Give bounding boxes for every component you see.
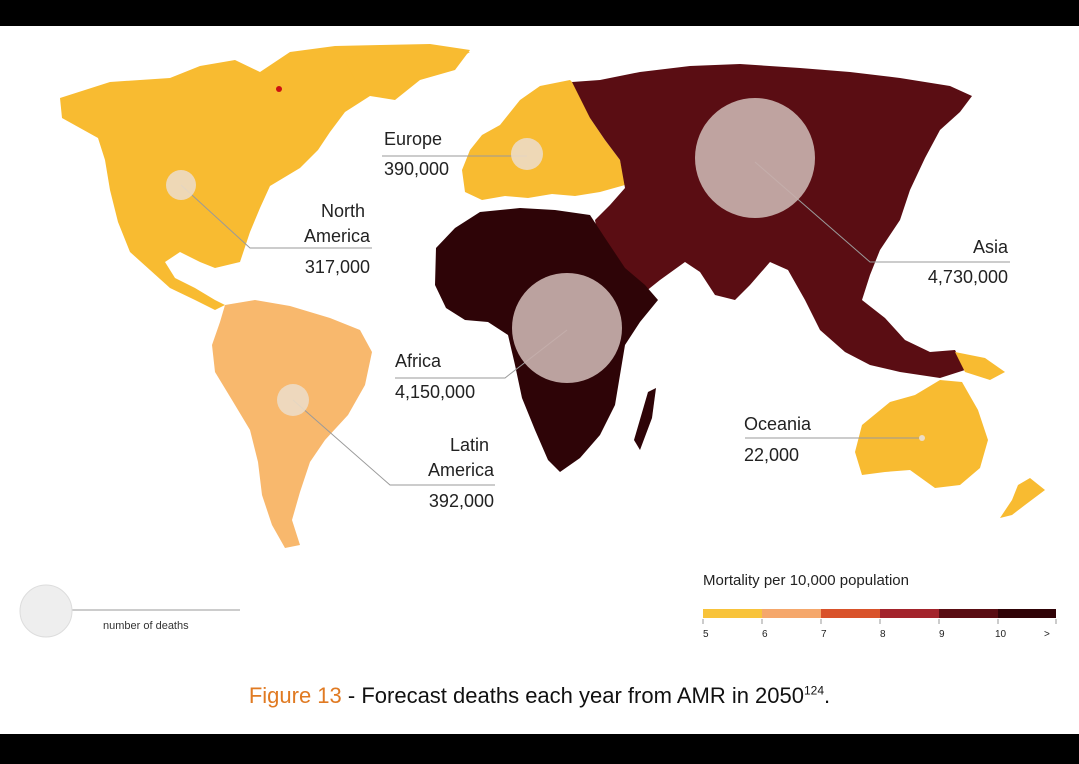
label-latin-america: Latin America (428, 435, 495, 480)
bubble-north-america (166, 170, 196, 200)
region-latin-america (212, 300, 372, 548)
figure-caption: Figure 13 - Forecast deaths each year fr… (0, 683, 1079, 709)
legend-title: Mortality per 10,000 population (703, 572, 909, 589)
label-asia: Asia (973, 237, 1009, 257)
region-europe (462, 80, 625, 200)
label-africa: Africa (395, 351, 442, 371)
legend-tick-marks (702, 619, 1057, 624)
caption-end: . (824, 683, 831, 708)
label-north-america: North America (304, 201, 371, 246)
region-madagascar (634, 388, 656, 450)
legend-tick-8: 8 (880, 629, 886, 640)
leader-north-america (180, 184, 372, 249)
legend-color-bar (703, 609, 1056, 618)
bubble-oceania (919, 435, 925, 441)
region-north-america (60, 45, 470, 310)
size-key-label: number of deaths (103, 620, 189, 632)
region-asia (572, 64, 972, 378)
legend-segment-7-8 (821, 609, 880, 618)
caption-figure-number: Figure 13 (248, 683, 342, 708)
legend-tick-more: > (1044, 629, 1050, 640)
legend-segment-10-plus (998, 609, 1056, 618)
label-europe: Europe (384, 129, 442, 149)
value-africa: 4,150,000 (395, 382, 475, 402)
bubble-africa (512, 273, 622, 383)
legend-segment-9-10 (939, 609, 998, 618)
legend-segment-8-9 (880, 609, 939, 618)
region-new-zealand (1000, 478, 1045, 518)
bubble-europe (511, 138, 543, 170)
map-marker-dot (276, 86, 282, 92)
bubble-latin-america (277, 384, 309, 416)
legend-segment-6-7 (762, 609, 821, 618)
legend-tick-9: 9 (939, 629, 945, 640)
region-greenland (345, 44, 470, 100)
bottom-letterbox (0, 734, 1079, 764)
region-oceania (855, 380, 988, 488)
value-asia: 4,730,000 (928, 267, 1008, 287)
top-letterbox (0, 0, 1079, 26)
leader-latin-america (292, 399, 495, 486)
label-oceania: Oceania (744, 414, 812, 434)
size-key-circle (19, 584, 73, 638)
legend-tick-6: 6 (762, 629, 768, 640)
legend-segment-5-6 (703, 609, 762, 618)
value-north-america: 317,000 (305, 257, 370, 277)
value-latin-america: 392,000 (429, 491, 494, 511)
value-europe: 390,000 (384, 159, 449, 179)
caption-text: - Forecast deaths each year from AMR in … (341, 683, 804, 708)
bubble-asia (695, 98, 815, 218)
value-oceania: 22,000 (744, 445, 799, 465)
legend-tick-7: 7 (821, 629, 827, 640)
region-new-guinea (955, 352, 1005, 380)
legend-tick-5: 5 (703, 629, 709, 640)
legend-tick-10: 10 (995, 629, 1007, 640)
caption-reference: 124 (804, 683, 825, 698)
